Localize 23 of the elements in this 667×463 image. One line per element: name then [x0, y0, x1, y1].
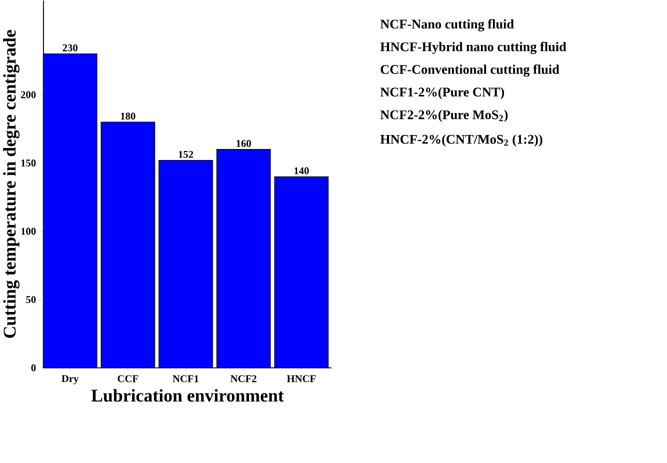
text: CCF-Conventional cutting fluid [380, 64, 560, 76]
text: NCF2-2%(Pure MoS$_{2}$) [380, 110, 508, 122]
x-tick-label: HNCF [286, 375, 316, 382]
data-label: 230 [62, 44, 78, 52]
data-label: 160 [236, 140, 251, 147]
y-axis-title: Cutting temperature in degre centigrade [3, 30, 20, 338]
x-tick-label: NCF2 [230, 375, 256, 382]
y-tick-label: 50 [26, 296, 36, 303]
y-tick-label: 100 [21, 228, 36, 235]
x-axis-title: Lubrication environment [91, 388, 284, 402]
text: HNCF-Hybrid nano cutting fluid [380, 42, 566, 54]
x-tick-label: CCF [118, 375, 138, 382]
data-label: 140 [294, 167, 309, 174]
text: NCF1-2%(Pure CNT) [380, 87, 504, 99]
x-tick-label: Dry [62, 375, 79, 384]
text: HNCF-2%(CNT/MoS$_{2}$ (1:2)) [380, 134, 542, 146]
y-tick-label: 200 [20, 90, 36, 98]
x-tick-label: NCF1 [172, 375, 198, 382]
text: NCF-Nano cutting fluid [380, 18, 514, 32]
data-label: 152 [178, 150, 194, 158]
y-tick-label: 0 [31, 364, 36, 372]
data-label: 180 [120, 112, 136, 120]
y-tick-label: 150 [21, 159, 36, 166]
